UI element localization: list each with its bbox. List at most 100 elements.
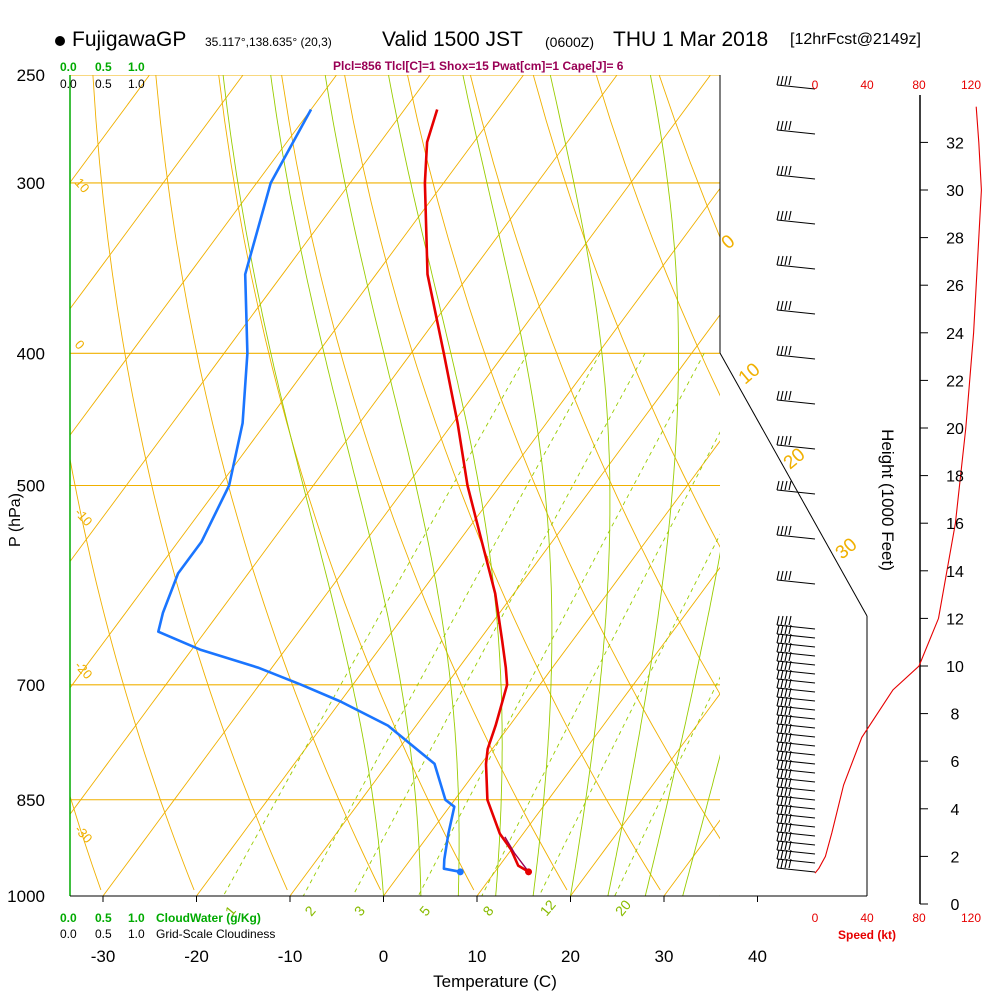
dry-adiabat-line	[595, 75, 720, 397]
dry-adiabat-line	[218, 75, 475, 891]
speed-tick-label: 80	[912, 78, 926, 92]
station-coordinates: 35.117°,138.635° (20,3)	[205, 35, 332, 49]
cloud-water-scale-label: 0.5	[95, 60, 112, 74]
height-tick-label: 26	[946, 278, 964, 295]
dewpoint-line	[157, 108, 461, 874]
moist-adiabat-label: 30	[832, 534, 862, 564]
forecast-info: [12hrFcst@2149z]	[790, 31, 921, 48]
wind-barb-icon	[776, 435, 816, 450]
isotherm-line	[70, 75, 618, 815]
moist-adiabat-line	[270, 75, 422, 896]
mixing-ratio-label: 5	[416, 903, 433, 919]
height-tick-label: 0	[951, 897, 960, 914]
isotherm-line	[196, 187, 720, 896]
mixing-ratio-line	[417, 353, 705, 896]
mixing-ratio-label: 8	[479, 903, 496, 919]
dry-adiabat-line	[70, 456, 195, 891]
height-tick-label: 4	[951, 802, 960, 819]
mixing-ratio-line	[614, 676, 720, 896]
isotherm-line	[570, 693, 720, 896]
temperature-tick-label: 10	[468, 947, 487, 966]
mixing-ratio-line	[538, 533, 720, 896]
speed-tick-label: 40	[860, 78, 874, 92]
speed-axis-title: Speed (kt)	[838, 928, 896, 942]
temperature-tick-label: 20	[561, 947, 580, 966]
cloudiness-scale-label: 0.0	[60, 927, 77, 941]
height-tick-label: 22	[946, 373, 964, 390]
moist-adiabat-line	[682, 754, 720, 896]
valid-time: Valid 1500 JST	[382, 28, 523, 51]
cloud-water-scale-label: 0.0	[60, 911, 77, 925]
height-tick-label: 18	[946, 469, 964, 486]
moist-adiabat-line	[388, 75, 503, 896]
plot-area	[70, 75, 720, 896]
height-tick-label: 16	[946, 516, 964, 533]
cloud-water-scale-label: 1.0	[128, 60, 145, 74]
pressure-tick-label: 700	[17, 676, 45, 695]
moist-adiabat-line	[644, 551, 720, 896]
speed-tick-label: 40	[860, 911, 874, 925]
height-tick-label: 10	[946, 659, 964, 676]
height-tick-label: 28	[946, 231, 964, 248]
dry-adiabat-label: 10	[72, 175, 93, 196]
station-name: FujigawaGP	[72, 28, 187, 51]
pressure-tick-label: 400	[17, 344, 45, 363]
moist-adiabat-line	[222, 75, 384, 896]
wind-barb-icon	[776, 858, 816, 873]
pressure-tick-label: 500	[17, 477, 45, 496]
temperature-tick-label: -30	[91, 947, 116, 966]
dry-adiabat-label: -20	[72, 658, 96, 682]
temperature-line	[423, 109, 530, 873]
moist-adiabat-line	[549, 75, 611, 896]
wind-barb-icon	[776, 849, 816, 864]
dry-adiabat-label: 0	[72, 337, 88, 352]
height-tick-label: 6	[951, 754, 960, 771]
height-tick-label: 32	[946, 135, 964, 152]
moist-adiabat-label: 0	[718, 231, 740, 254]
temperature-tick-label: -10	[278, 947, 303, 966]
dry-adiabat-label: -30	[72, 822, 96, 846]
mixing-ratio-line	[481, 431, 720, 896]
isotherm-line	[102, 75, 711, 896]
x-axis-title: Temperature (C)	[433, 972, 557, 991]
wind-barb-icon	[776, 165, 816, 180]
dry-adiabat-line	[532, 75, 720, 548]
isotherm-line	[476, 566, 720, 896]
moist-adiabat-line	[719, 894, 720, 896]
cloudiness-scale-label: 0.5	[95, 927, 112, 941]
moist-adiabat-label: 20	[780, 444, 810, 474]
height-tick-label: 14	[946, 564, 964, 581]
height-tick-label: 30	[946, 183, 964, 200]
surface-temperature-point	[525, 868, 533, 876]
speed-tick-label: 80	[912, 911, 926, 925]
cloudiness-label: Grid-Scale Cloudiness	[156, 927, 275, 941]
mixing-ratio-label: 20	[612, 897, 634, 919]
wind-barb-icon	[776, 345, 816, 360]
moist-adiabat-line	[462, 75, 553, 896]
mixing-ratio-label: 12	[537, 897, 559, 919]
isotherm-line	[70, 75, 337, 436]
height-tick-label: 2	[951, 849, 960, 866]
mixing-ratio-line	[352, 353, 646, 896]
cloudiness-scale-label: 0.5	[95, 77, 112, 91]
cloudiness-scale-label: 1.0	[128, 77, 145, 91]
dry-adiabat-line	[344, 75, 661, 891]
wind-barb-icon	[776, 390, 816, 405]
temperature-tick-label: 0	[379, 947, 388, 966]
valid-date: THU 1 Mar 2018	[613, 28, 769, 51]
dry-adiabat-label: -10	[72, 505, 96, 529]
mixing-ratio-label: 3	[351, 903, 368, 919]
isotherm-line	[383, 440, 720, 896]
pressure-tick-label: 250	[17, 66, 45, 85]
dry-adiabat-line	[155, 75, 382, 891]
speed-tick-label: 0	[812, 911, 819, 925]
wind-barb-icon	[776, 210, 816, 225]
isotherm-line	[70, 75, 524, 689]
wind-speed-line	[814, 106, 982, 874]
surface-dewpoint-point	[456, 868, 464, 876]
cloudiness-scale-label: 0.0	[60, 77, 77, 91]
mixing-ratio-label: 2	[301, 903, 318, 919]
wind-barb-icon	[776, 75, 816, 90]
speed-tick-label: 120	[961, 911, 981, 925]
dry-adiabat-line	[281, 75, 568, 891]
